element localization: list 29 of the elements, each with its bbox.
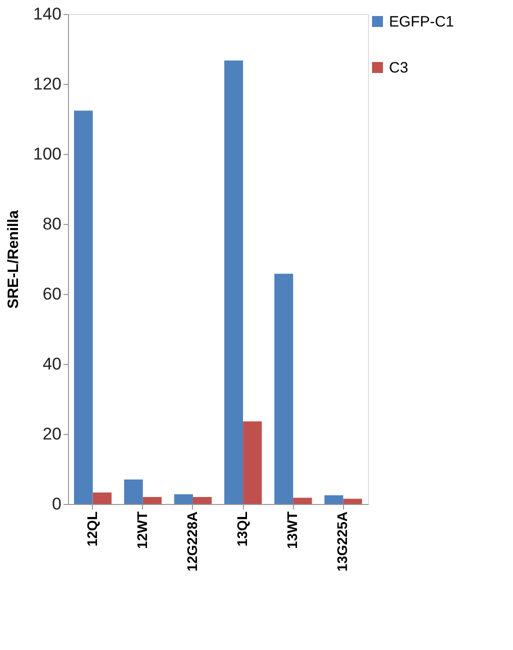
bar	[174, 494, 193, 504]
bar	[343, 498, 362, 504]
x-tick-label: 12QL	[84, 511, 100, 547]
bar	[124, 480, 143, 504]
x-tick-label: 13WT	[284, 511, 300, 549]
bar	[274, 274, 294, 504]
legend-label: EGFP-C1	[389, 14, 454, 30]
y-tick-label: 0	[52, 494, 62, 514]
bar	[293, 498, 312, 504]
x-tick-label: 12WT	[134, 511, 150, 549]
x-tick-label: 13QL	[234, 511, 250, 547]
bar	[74, 110, 93, 504]
bar	[243, 421, 262, 504]
x-tick-label: 13G225A	[334, 512, 350, 572]
y-tick-label: 60	[42, 284, 62, 304]
bar	[142, 497, 162, 504]
bar	[324, 495, 344, 504]
bar	[224, 60, 244, 504]
y-tick-label: 40	[42, 354, 62, 374]
y-axis-title: SRE-L/Renilla	[5, 210, 22, 309]
y-tick-label: 80	[42, 214, 62, 234]
y-tick-label: 140	[33, 4, 62, 24]
bar	[192, 497, 212, 504]
bar	[92, 492, 112, 504]
y-tick-label: 20	[42, 424, 62, 444]
y-tick-label: 120	[33, 74, 62, 94]
legend-label: C3	[389, 60, 408, 76]
y-tick-label: 100	[33, 144, 62, 164]
x-tick-label: 12G228A	[184, 512, 200, 572]
